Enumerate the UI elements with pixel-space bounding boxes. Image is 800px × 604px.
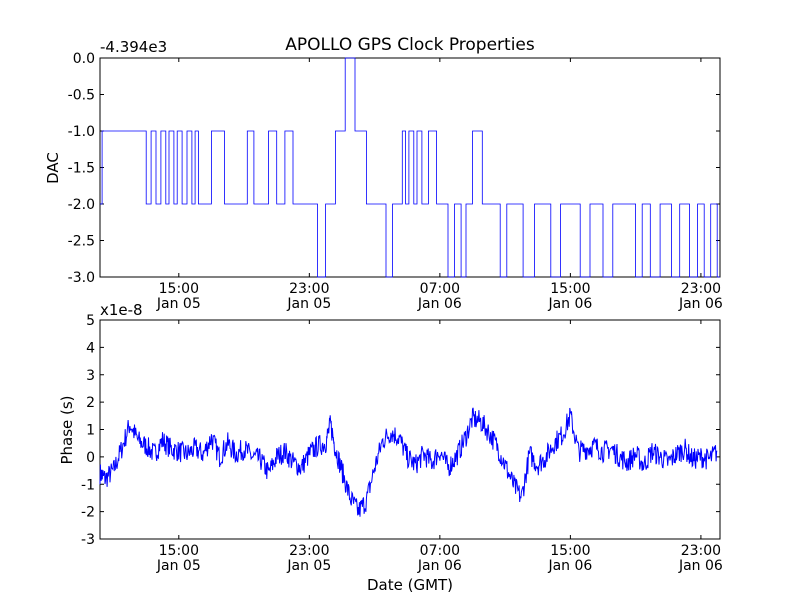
phase-x-tick-time: 15:00	[159, 543, 199, 559]
dac-y-tick-label: -2.5	[68, 234, 95, 250]
x-axis-label: Date (GMT)	[367, 576, 453, 594]
dac-series-line	[100, 57, 720, 278]
dac-y-ticks: 0.0 -0.5 -1.0 -1.5 -2.0 -2.5 -3.0	[68, 51, 720, 286]
dac-x-tick-date: Jan 06	[547, 296, 592, 312]
dac-y-tick-label: -1.0	[68, 124, 95, 140]
phase-series-line	[99, 407, 718, 517]
phase-x-tick-date: Jan 06	[678, 558, 723, 574]
phase-y-ticks: 5 4 3 2 1 0 -1 -2 -3	[81, 313, 720, 548]
phase-plot-area	[99, 319, 721, 540]
dac-x-tick-date: Jan 06	[417, 296, 462, 312]
phase-y-tick-label: 1	[86, 423, 95, 439]
phase-y-tick-label: -2	[81, 505, 95, 521]
phase-x-tick-time: 07:00	[420, 543, 460, 559]
phase-x-tick-date: Jan 06	[547, 558, 592, 574]
phase-series	[99, 407, 718, 517]
phase-x-tick-time: 15:00	[550, 543, 590, 559]
dac-y-tick-label: -0.5	[68, 88, 95, 104]
dac-y-tick-label: -1.5	[68, 161, 95, 177]
dac-x-tick-time: 15:00	[159, 281, 199, 297]
dac-plot-area	[99, 57, 721, 278]
dac-x-tick-time: 23:00	[681, 281, 721, 297]
chart-title: APOLLO GPS Clock Properties	[285, 35, 535, 55]
dac-x-tick-date: Jan 06	[678, 296, 723, 312]
dac-x-tick-date: Jan 05	[156, 296, 201, 312]
dac-x-tick-date: Jan 05	[286, 296, 331, 312]
dac-x-tick-time: 23:00	[289, 281, 329, 297]
dac-x-tick-time: 15:00	[550, 281, 590, 297]
phase-x-tick-date: Jan 05	[286, 558, 331, 574]
dac-y-tick-label: -2.0	[68, 197, 95, 213]
dac-y-tick-label: -3.0	[68, 270, 95, 286]
phase-x-tick-time: 23:00	[289, 543, 329, 559]
phase-y-tick-label: 0	[86, 450, 95, 466]
dac-offset-label: -4.394e3	[100, 38, 167, 56]
phase-y-tick-label: -1	[81, 477, 95, 493]
phase-y-tick-label: 5	[86, 313, 95, 329]
phase-x-tick-date: Jan 05	[156, 558, 201, 574]
phase-y-tick-label: 2	[86, 395, 95, 411]
phase-x-tick-time: 23:00	[681, 543, 721, 559]
phase-y-axis-label: Phase (s)	[58, 395, 76, 464]
phase-y-tick-label: 3	[86, 368, 95, 384]
phase-offset-label: x1e-8	[100, 301, 143, 319]
phase-y-tick-label: -3	[81, 532, 95, 548]
dac-y-tick-label: 0.0	[73, 51, 95, 67]
dac-series	[100, 57, 720, 278]
phase-y-tick-label: 4	[86, 340, 95, 356]
dac-y-axis-label: DAC	[44, 152, 62, 184]
dac-x-tick-time: 07:00	[420, 281, 460, 297]
phase-x-tick-date: Jan 06	[417, 558, 462, 574]
